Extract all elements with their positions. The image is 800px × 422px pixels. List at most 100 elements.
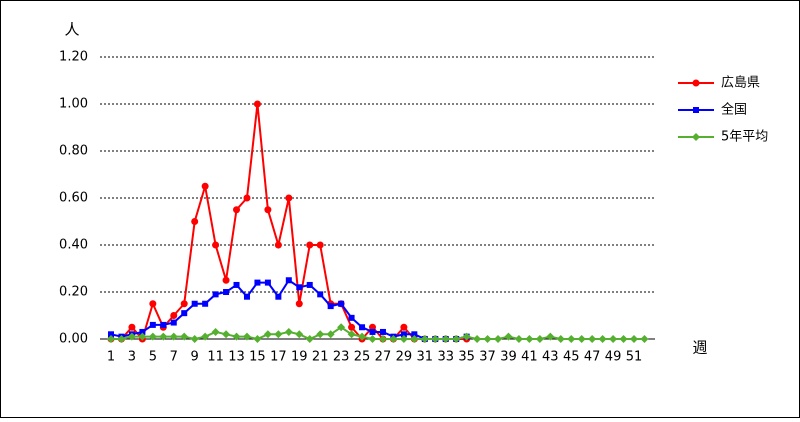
- point: [400, 331, 407, 338]
- point: [400, 323, 408, 331]
- point: [212, 241, 220, 249]
- series-line: [111, 326, 645, 341]
- point: [389, 335, 398, 343]
- x-axis-title: 週: [692, 339, 707, 357]
- point: [242, 332, 251, 341]
- x-tick-label: 33: [437, 350, 454, 365]
- y-tick-label: 0.00: [59, 332, 88, 347]
- y-tick-label: 0.60: [59, 191, 88, 206]
- point: [295, 300, 303, 308]
- point: [348, 323, 356, 331]
- point: [201, 332, 210, 341]
- point: [264, 206, 272, 214]
- point: [181, 310, 188, 317]
- x-tick-label: 9: [191, 350, 199, 365]
- legend-label: 5年平均: [721, 130, 768, 145]
- point: [431, 335, 440, 343]
- point: [640, 335, 649, 343]
- x-tick-label: 27: [375, 350, 392, 365]
- point: [180, 300, 188, 308]
- point: [483, 335, 492, 343]
- point: [138, 332, 147, 341]
- x-tick-label: 17: [270, 350, 287, 365]
- point: [326, 330, 335, 339]
- x-tick-label: 45: [563, 350, 580, 365]
- point: [107, 335, 115, 343]
- point: [275, 293, 282, 300]
- point: [274, 330, 283, 339]
- point: [274, 241, 282, 249]
- point: [169, 332, 178, 341]
- point: [243, 194, 251, 202]
- point: [160, 321, 167, 328]
- point: [306, 281, 313, 288]
- x-tick-label: 13: [228, 350, 245, 365]
- point: [504, 332, 513, 341]
- point: [347, 330, 356, 339]
- point: [222, 330, 231, 339]
- point: [588, 335, 597, 343]
- point: [378, 335, 387, 343]
- point: [338, 300, 345, 307]
- point: [211, 327, 220, 336]
- point: [546, 332, 555, 341]
- point: [337, 323, 346, 332]
- x-tick-label: 39: [500, 350, 517, 365]
- point: [284, 327, 293, 336]
- point: [462, 332, 471, 341]
- point: [306, 241, 314, 249]
- point: [212, 291, 219, 298]
- point: [222, 276, 230, 284]
- point: [128, 323, 136, 331]
- x-tick-label: 7: [170, 350, 178, 365]
- x-tick-label: 15: [249, 350, 266, 365]
- point: [379, 328, 386, 335]
- y-tick-label: 0.40: [59, 238, 88, 253]
- point: [630, 335, 638, 343]
- point: [263, 330, 272, 339]
- x-tick-label: 19: [291, 350, 308, 365]
- point: [233, 281, 240, 288]
- point: [190, 335, 199, 343]
- point: [420, 335, 429, 343]
- point: [243, 293, 250, 300]
- x-tick-label: 1: [107, 350, 115, 365]
- x-tick-label: 29: [396, 350, 413, 365]
- x-tick-label: 43: [542, 350, 559, 365]
- point: [295, 330, 304, 339]
- point: [170, 319, 177, 326]
- point: [191, 300, 198, 307]
- point: [692, 133, 700, 141]
- point: [264, 279, 271, 286]
- point: [316, 330, 325, 339]
- point: [358, 332, 367, 341]
- x-tick-label: 21: [312, 350, 329, 365]
- point: [452, 335, 461, 343]
- y-tick-label: 0.80: [59, 144, 88, 159]
- point: [514, 335, 523, 343]
- x-tick-label: 47: [584, 350, 601, 365]
- point: [473, 335, 482, 343]
- y-tick-label: 1.20: [59, 50, 88, 65]
- point: [296, 284, 303, 291]
- point: [170, 312, 178, 319]
- point: [127, 332, 136, 341]
- y-tick-label: 1.00: [59, 97, 88, 112]
- point: [567, 335, 576, 343]
- point: [305, 335, 314, 343]
- point: [159, 332, 168, 341]
- point: [556, 335, 565, 343]
- point: [494, 335, 503, 343]
- point: [348, 314, 355, 321]
- point: [359, 324, 366, 331]
- point: [368, 335, 377, 343]
- x-tick-label: 3: [128, 350, 136, 365]
- point: [180, 332, 189, 341]
- x-tick-label: 35: [458, 350, 475, 365]
- point: [317, 291, 324, 298]
- x-tick-label: 11: [207, 350, 224, 365]
- point: [441, 335, 450, 343]
- y-axis-title: 人: [64, 21, 79, 39]
- point: [191, 218, 199, 225]
